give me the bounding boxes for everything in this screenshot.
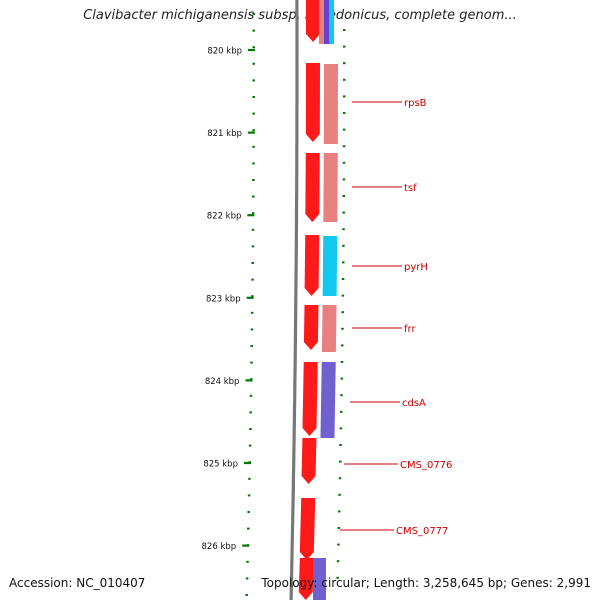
cds-arrow[interactable] [305, 0, 320, 42]
cds-track [298, 0, 320, 600]
gene-label[interactable]: cdsA [402, 398, 426, 409]
gene-bar[interactable] [323, 153, 338, 222]
cds-arrow[interactable] [305, 63, 320, 142]
tick-label: 824 kbp [205, 377, 240, 387]
gene-bar[interactable] [320, 362, 336, 438]
tick-label: 820 kbp [207, 47, 242, 57]
gene-bar[interactable] [322, 236, 338, 296]
gene-label[interactable]: frr [404, 324, 416, 335]
gene-label-track: rpsB tsf pyrH frr cdsA CMS_0776 CMS_0777 [340, 98, 452, 537]
gene-bar[interactable] [321, 305, 337, 352]
gene-label[interactable]: rpsB [404, 98, 427, 109]
cds-arrow[interactable] [305, 153, 320, 222]
gene-track [313, 0, 338, 600]
partial-gene-bar [329, 0, 334, 44]
tick-label: 822 kbp [207, 212, 242, 222]
gene-bar[interactable] [323, 64, 338, 144]
cds-arrow[interactable] [302, 362, 318, 436]
genome-title: Clavibacter michiganensis subsp. sepedon… [83, 8, 517, 23]
tick-label: 826 kbp [202, 542, 237, 552]
tick-label: 823 kbp [206, 294, 241, 304]
gene-label[interactable]: pyrH [404, 262, 428, 273]
gene-label[interactable]: CMS_0777 [396, 526, 448, 537]
cds-arrow[interactable] [304, 235, 320, 296]
gene-label[interactable]: CMS_0776 [400, 460, 452, 471]
cds-arrow[interactable] [301, 438, 317, 484]
partial-gene-bar [313, 558, 326, 600]
tick-label: 825 kbp [203, 460, 238, 470]
partial-gene-bar [324, 0, 329, 44]
cds-arrow[interactable] [299, 498, 316, 560]
accession-label: Accession: NC_010407 [9, 576, 146, 590]
genome-backbone [289, 0, 299, 600]
topology-summary: Topology: circular; Length: 3,258,645 bp… [261, 576, 591, 590]
tick-label: 821 kbp [207, 129, 242, 139]
cds-arrow[interactable] [303, 305, 319, 350]
cds-arrow[interactable] [298, 558, 314, 600]
tick-track: 820 kbp 821 kbp 822 kbp 823 kbp 824 kbp 825 k… [202, 13, 346, 596]
gene-label[interactable]: tsf [404, 183, 417, 194]
backbone-track [289, 0, 299, 600]
partial-gene-bar [319, 0, 324, 44]
